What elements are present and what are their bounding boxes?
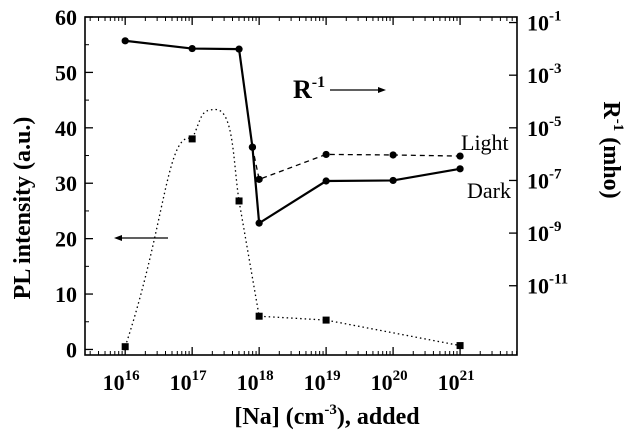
data-point-light (389, 151, 397, 159)
y-right-tick-label-exp: -5 (549, 114, 562, 130)
y-right-tick-label-exp: -3 (549, 61, 562, 77)
x-tick-label-base: 10 (170, 370, 192, 395)
series-line-dark (125, 39, 461, 226)
dark-label: Dark (467, 178, 511, 203)
y-right-tick-label: 10-9 (527, 219, 562, 246)
x-tick-label: 1020 (371, 368, 408, 395)
y-right-tick-label-exp: -9 (549, 219, 562, 235)
data-point-pl (188, 135, 196, 143)
arrow-right-icon (330, 87, 386, 93)
x-axis-title-sup: -3 (324, 402, 337, 418)
y-right-tick-label-exp: -11 (549, 272, 568, 288)
plot-frame (84, 16, 518, 356)
y-right-tick-label-base: 10 (527, 168, 549, 193)
x-tick-label-base: 10 (304, 370, 326, 395)
data-point-pl (456, 342, 464, 350)
y-left-tick-label: 50 (55, 60, 77, 85)
x-tick-label-base: 10 (438, 370, 460, 395)
y-right-tick-label: 10-1 (527, 9, 562, 36)
y-left-tick-label: 30 (55, 171, 77, 196)
series-line-light (251, 147, 461, 181)
x-tick-label: 1018 (237, 368, 274, 395)
y-left-tick-label: 40 (55, 116, 77, 141)
data-point-light (322, 150, 330, 159)
x-tick-label-exp: 18 (259, 368, 274, 384)
light-label: Light (461, 130, 509, 155)
y-axis-right-title-main: R (598, 101, 624, 119)
data-point-dark (235, 45, 243, 53)
x-tick-label-exp: 21 (460, 368, 475, 384)
x-tick-label: 1017 (170, 368, 208, 395)
x-axis-title-tail: ), added (337, 404, 420, 430)
series-layer (121, 37, 464, 351)
x-axis-title-main: [Na] (cm (234, 404, 324, 430)
series-line-pl (124, 108, 461, 347)
x-tick-label-exp: 19 (326, 368, 341, 384)
x-tick-label: 1019 (304, 368, 341, 395)
x-tick-label-base: 10 (103, 370, 125, 395)
data-point-pl (235, 197, 243, 205)
y-left-tick-label: 10 (55, 282, 77, 307)
data-point-dark (248, 143, 257, 151)
data-point-dark (389, 176, 397, 185)
data-point-dark (255, 219, 263, 227)
r-inverse-label-sup: -1 (312, 74, 325, 91)
y-axis-right-title: R-1 (mho) (598, 101, 626, 198)
y-right-tick-label: 10-5 (527, 114, 562, 141)
x-tick-label-base: 10 (237, 370, 259, 395)
data-point-dark (456, 165, 464, 173)
y-axis-right-title-sup: -1 (610, 119, 626, 132)
x-tick-label-exp: 20 (393, 368, 408, 384)
y-right-tick-label-exp: -7 (549, 166, 562, 182)
x-tick-label: 1021 (438, 368, 475, 395)
data-point-light (456, 152, 464, 160)
y-right-tick-label: 10-11 (527, 272, 568, 299)
x-tick-label: 1016 (103, 368, 140, 395)
y-right-tick-label-exp: -1 (549, 9, 562, 25)
y-right-tick-label-base: 10 (527, 221, 549, 246)
y-right-tick-label-base: 10 (527, 63, 549, 88)
data-point-pl (322, 316, 330, 324)
y-axis-right-title-tail: (mho) (598, 131, 624, 198)
data-point-pl (121, 343, 129, 351)
data-point-pl (255, 312, 263, 320)
x-axis-title: [Na] (cm-3), added (234, 402, 420, 430)
y-right-tick-label-base: 10 (527, 274, 549, 299)
arrow-left-icon (114, 235, 168, 241)
y-axis-left-title: PL intensity (a.u.) (10, 117, 36, 300)
r-inverse-label: R-1 (293, 74, 325, 104)
x-tick-label-base: 10 (371, 370, 393, 395)
y-left-tick-label: 20 (55, 227, 77, 252)
data-point-dark (188, 44, 196, 53)
y-left-tick-label: 60 (55, 5, 77, 30)
y-right-tick-label-base: 10 (527, 116, 549, 141)
y-right-tick-label: 10-7 (527, 166, 562, 193)
r-inverse-label-main: R (293, 75, 312, 104)
data-point-light (255, 175, 263, 183)
y-right-tick-label-base: 10 (527, 11, 549, 36)
x-tick-label-exp: 17 (192, 368, 208, 384)
y-right-tick-label: 10-3 (527, 61, 562, 88)
y-left-tick-label: 0 (66, 337, 77, 362)
x-tick-label-exp: 16 (125, 368, 140, 384)
data-point-dark (322, 177, 330, 185)
data-point-dark (121, 37, 129, 45)
